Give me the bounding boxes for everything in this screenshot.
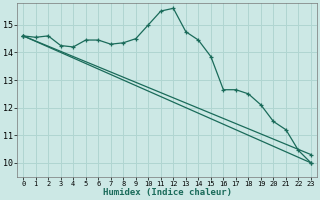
X-axis label: Humidex (Indice chaleur): Humidex (Indice chaleur)	[103, 188, 232, 197]
